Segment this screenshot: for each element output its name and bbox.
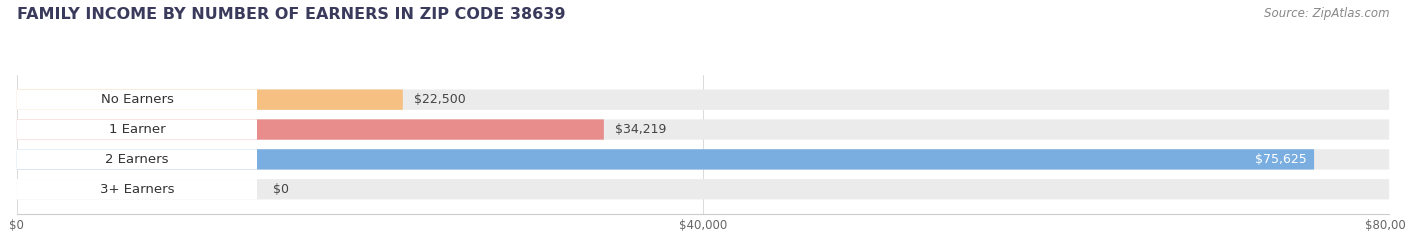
Text: $0: $0: [274, 183, 290, 196]
Text: No Earners: No Earners: [100, 93, 173, 106]
FancyBboxPatch shape: [17, 89, 257, 110]
Text: 3+ Earners: 3+ Earners: [100, 183, 174, 196]
Text: $34,219: $34,219: [614, 123, 666, 136]
Text: FAMILY INCOME BY NUMBER OF EARNERS IN ZIP CODE 38639: FAMILY INCOME BY NUMBER OF EARNERS IN ZI…: [17, 7, 565, 22]
FancyBboxPatch shape: [17, 149, 257, 170]
Text: $22,500: $22,500: [413, 93, 465, 106]
Text: $75,625: $75,625: [1256, 153, 1308, 166]
Text: 2 Earners: 2 Earners: [105, 153, 169, 166]
FancyBboxPatch shape: [17, 119, 1389, 140]
FancyBboxPatch shape: [17, 179, 257, 199]
FancyBboxPatch shape: [17, 89, 1389, 110]
FancyBboxPatch shape: [17, 149, 1315, 170]
FancyBboxPatch shape: [17, 119, 257, 140]
Text: Source: ZipAtlas.com: Source: ZipAtlas.com: [1264, 7, 1389, 20]
FancyBboxPatch shape: [17, 179, 1389, 199]
FancyBboxPatch shape: [17, 119, 603, 140]
FancyBboxPatch shape: [17, 149, 1389, 170]
Text: 1 Earner: 1 Earner: [108, 123, 166, 136]
FancyBboxPatch shape: [17, 89, 404, 110]
